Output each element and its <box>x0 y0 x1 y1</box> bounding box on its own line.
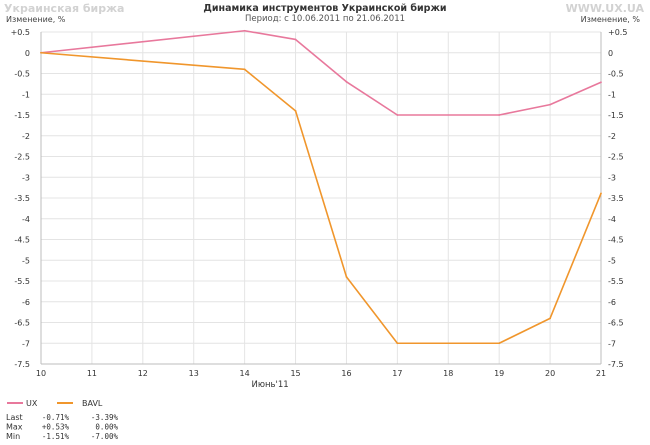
legend: UX BAVL Last -0.71% -3.39% Max +0.53% 0.00% Min -… <box>6 399 118 441</box>
y-tick-label-right: 0 <box>608 49 613 58</box>
data-point-bavl <box>243 68 246 71</box>
x-tick-label: 15 <box>290 369 300 378</box>
data-point-bavl <box>549 317 551 320</box>
x-axis-label: Июнь'11 <box>251 380 288 390</box>
y-tick-label-right: -7 <box>608 339 616 348</box>
y-tick-label-left: -2.5 <box>14 153 30 162</box>
legend-stat-value: +0.53% <box>42 423 70 432</box>
x-tick-label: 20 <box>545 369 555 378</box>
data-point-ux <box>498 114 501 116</box>
data-point-bavl <box>498 342 501 345</box>
y-tick-label-right: -1 <box>608 90 616 99</box>
legend-label-ux: UX <box>26 399 38 408</box>
legend-row-label: Max <box>6 423 23 432</box>
data-point-bavl <box>345 275 348 278</box>
data-point-bavl <box>396 342 399 345</box>
x-tick-label: 12 <box>138 369 148 378</box>
x-tick-label: 17 <box>392 369 402 378</box>
y-tick-label-left: -3.5 <box>14 194 30 203</box>
y-tick-label-left: -5.5 <box>14 277 30 286</box>
y-axis-label-right: Изменение, % <box>580 15 640 24</box>
data-point-ux <box>294 38 297 41</box>
y-tick-label-right: +0.5 <box>608 28 627 37</box>
x-tick-label: 18 <box>443 369 453 378</box>
watermark-left: Украинская биржа <box>4 2 125 15</box>
legend-stat-value: -3.39% <box>91 413 119 422</box>
y-tick-label-left: -7 <box>22 339 30 348</box>
y-tick-label-right: -1.5 <box>608 111 624 120</box>
x-tick-label: 11 <box>87 369 97 378</box>
legend-row-label: Min <box>6 432 20 441</box>
y-tick-label-right: -4.5 <box>608 236 624 245</box>
y-axis-label-left: Изменение, % <box>6 15 66 24</box>
series-line-bavl <box>40 51 602 345</box>
y-tick-label-left: -3 <box>22 173 30 182</box>
y-tick-label-left: +0.5 <box>11 28 30 37</box>
watermark-right: WWW.UX.UA <box>565 2 644 15</box>
y-tick-label-left: -0.5 <box>14 70 30 79</box>
x-tick-label: 13 <box>189 369 199 378</box>
y-tick-label-right: -0.5 <box>608 70 624 79</box>
y-tick-label-right: -3.5 <box>608 194 624 203</box>
legend-stat-value: -1.51% <box>42 432 70 441</box>
y-tick-label-left: -6 <box>22 298 30 307</box>
y-tick-label-left: -7.5 <box>14 360 30 369</box>
y-tick-label-right: -2 <box>608 132 616 141</box>
y-tick-label-left: -2 <box>22 132 30 141</box>
y-tick-label-right: -4 <box>608 215 616 224</box>
data-point-bavl <box>294 109 297 112</box>
x-tick-label: 19 <box>494 369 504 378</box>
y-tick-label-right: -5 <box>608 256 616 265</box>
y-tick-label-left: 0 <box>25 49 30 58</box>
y-tick-label-right: -7.5 <box>608 360 624 369</box>
y-tick-label-right: -6 <box>608 298 616 307</box>
data-point-ux <box>396 114 399 116</box>
data-point-ux <box>600 81 602 84</box>
y-tick-label-left: -6.5 <box>14 319 30 328</box>
series-lines <box>40 29 602 345</box>
legend-stat-value: 0.00% <box>95 423 118 432</box>
data-point-ux <box>549 103 551 106</box>
series-line-ux <box>40 29 602 116</box>
y-tick-label-left: -1.5 <box>14 111 30 120</box>
data-point-ux <box>345 80 348 83</box>
axes: +0.5 +0.5 0 0 -0.5 -0.5 -1 -1 -1.5 -1.5 -2 -2 -2.5 -2… <box>11 28 628 390</box>
y-tick-label-right: -5.5 <box>608 277 624 286</box>
x-tick-label: 21 <box>596 369 606 378</box>
y-tick-label-left: -4.5 <box>14 236 30 245</box>
y-tick-label-left: -1 <box>22 90 30 99</box>
x-tick-label: 14 <box>240 369 250 378</box>
legend-row-label: Last <box>6 413 23 422</box>
data-point-ux <box>243 29 246 32</box>
chart-title: Динамика инструментов Украинской биржи <box>203 3 447 14</box>
data-point-bavl <box>600 192 602 195</box>
y-tick-label-right: -2.5 <box>608 153 624 162</box>
y-tick-label-right: -6.5 <box>608 319 624 328</box>
legend-stat-value: -7.00% <box>91 432 119 441</box>
grid <box>40 31 602 365</box>
legend-label-bavl: BAVL <box>82 399 103 408</box>
data-point-bavl <box>40 51 42 54</box>
x-tick-label: 10 <box>36 369 46 378</box>
chart-subtitle: Период: с 10.06.2011 по 21.06.2011 <box>244 14 406 24</box>
y-tick-label-left: -5 <box>22 256 30 265</box>
x-tick-label: 16 <box>341 369 351 378</box>
y-tick-label-left: -4 <box>22 215 30 224</box>
y-tick-label-right: -3 <box>608 173 616 182</box>
legend-stat-value: -0.71% <box>42 413 70 422</box>
